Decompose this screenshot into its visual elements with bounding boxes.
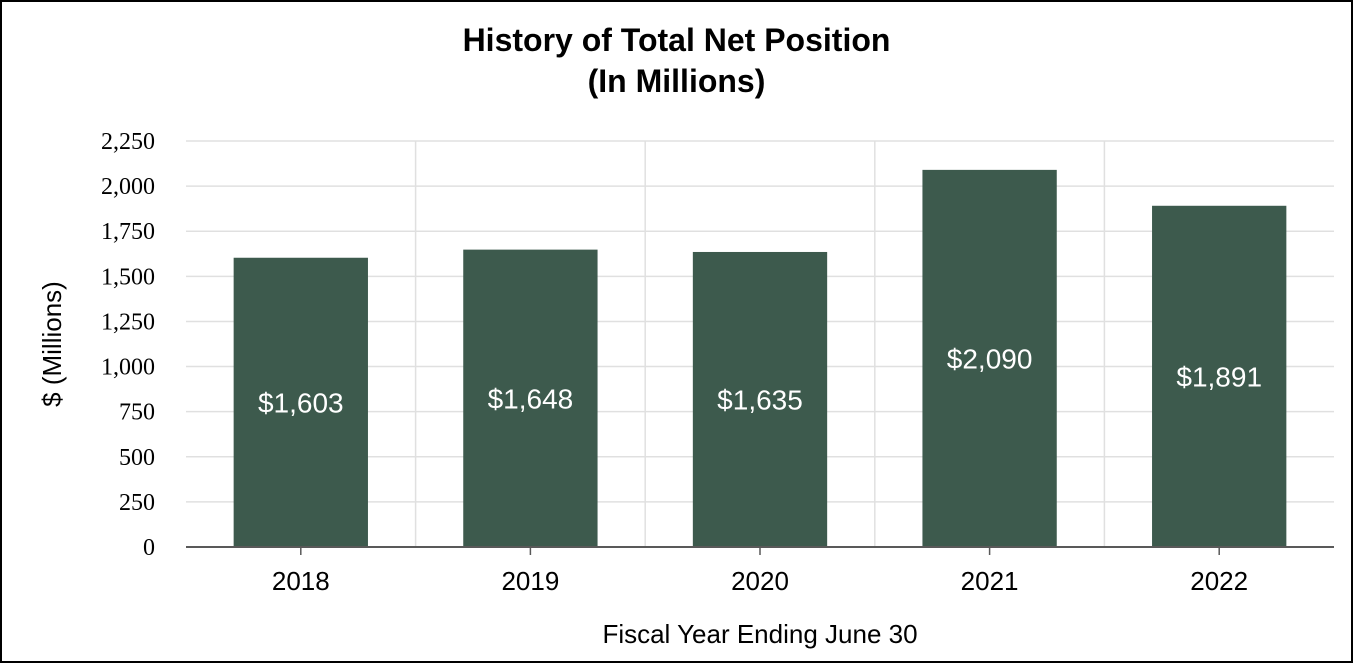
x-tick-label: 2018 [272, 566, 330, 596]
data-label-2020: $1,635 [717, 384, 803, 415]
data-label-2021: $2,090 [947, 343, 1033, 374]
bar-2019 [463, 249, 598, 547]
y-tick-label: 1,000 [101, 355, 155, 381]
x-tick-label: 2022 [1190, 566, 1248, 596]
x-axis-title: Fiscal Year Ending June 30 [602, 619, 917, 649]
data-label-2019: $1,648 [488, 383, 574, 414]
y-tick-label: 500 [119, 445, 155, 471]
y-tick-label: 1,500 [101, 264, 155, 290]
bar-2020 [692, 251, 828, 547]
bar-2018 [233, 257, 368, 547]
y-tick-label: 750 [119, 400, 155, 426]
bar-2021 [922, 169, 1057, 548]
y-tick-label: 1,250 [101, 309, 155, 335]
y-tick-label: 0 [143, 535, 155, 561]
x-tick-label: 2019 [501, 566, 559, 596]
chart-subtitle: (In Millions) [587, 63, 766, 99]
y-tick-label: 1,750 [101, 219, 155, 245]
labels: 0 250 500 750 1,000 1,250 1,500 1,750 2,000 2,250… [101, 129, 1262, 596]
data-label-2022: $1,891 [1176, 361, 1262, 392]
y-tick-label: 2,250 [101, 129, 155, 155]
chart-title: History of Total Net Position [462, 22, 891, 58]
data-label-2018: $1,603 [258, 387, 344, 418]
bars [233, 169, 1287, 548]
axes [186, 546, 1334, 555]
x-tick-label: 2021 [961, 566, 1019, 596]
bar-2022 [1152, 205, 1287, 548]
x-tick-label: 2020 [731, 566, 789, 596]
y-tick-label: 250 [119, 490, 155, 516]
y-tick-label: 2,000 [101, 174, 155, 200]
y-axis-title: $ (Millions) [37, 281, 67, 407]
